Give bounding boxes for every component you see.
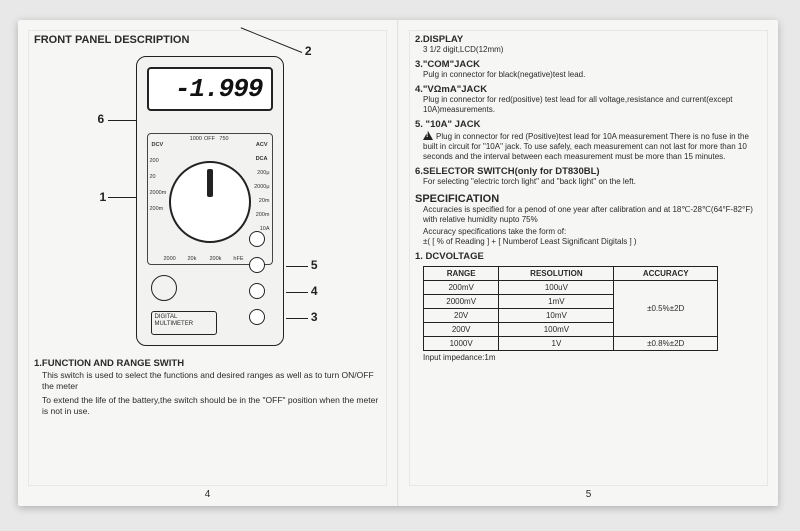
sec1-p2: To extend the life of the battery,the sw… (42, 395, 381, 416)
cell-accuracy-1: ±0.5%±2D (614, 281, 717, 337)
s5-b-text: Plug in connector for red (Positive)test… (423, 132, 749, 161)
range-r2: 2000μ (254, 184, 269, 190)
s4-h: 4."VΩmA"JACK (415, 84, 762, 95)
cell: 1000V (424, 337, 499, 351)
range-off: OFF (204, 136, 215, 142)
spec-p2: Accuracy specifications take the form of… (423, 227, 762, 237)
callout-3: 3 (311, 310, 318, 324)
cell: 100mV (499, 323, 614, 337)
s2-h: 2.DISPLAY (415, 34, 762, 45)
meter-diagram: 1 2 3 4 5 6 -1.999 OFF 1000 750 DCV ACV (108, 50, 308, 350)
range-acv: ACV (256, 142, 268, 148)
range-r3: 20m (259, 198, 270, 204)
device-label-1: DIGITAL (155, 314, 213, 321)
callout-1: 1 (100, 190, 107, 204)
table-row: 1000V 1V ±0.8%±2D (424, 337, 718, 351)
page-right: 2.DISPLAY 3 1/2 digit,LCD(12mm) 3."COM"J… (399, 20, 778, 506)
booklet: FRONT PANEL DESCRIPTION 1 2 3 4 5 6 -1.9… (18, 20, 778, 506)
jack-extra (249, 309, 265, 325)
th-range: RANGE (424, 267, 499, 281)
th-res: RESOLUTION (499, 267, 614, 281)
leader-5 (286, 266, 308, 267)
sect-4: 4."VΩmA"JACK Plug in connector for red(p… (415, 84, 762, 115)
th-acc: ACCURACY (614, 267, 717, 281)
callout-4: 4 (311, 284, 318, 298)
sect-2: 2.DISPLAY 3 1/2 digit,LCD(12mm) (415, 34, 762, 55)
cell: 100uV (499, 281, 614, 295)
warning-icon (423, 131, 433, 140)
cell: 200V (424, 323, 499, 337)
range-l2: 20 (150, 174, 156, 180)
device-label-2: MULTIMETER (155, 321, 213, 328)
cell: 200mV (424, 281, 499, 295)
spec-p1: Accuracies is specified for a penod of o… (423, 205, 762, 225)
leader-3 (286, 318, 308, 319)
page-num-left: 4 (205, 489, 211, 500)
device-label: DIGITAL MULTIMETER (151, 311, 217, 335)
jack-voma (249, 257, 265, 273)
front-panel-title: FRONT PANEL DESCRIPTION (34, 34, 381, 46)
s5-h: 5. "10A" JACK (415, 119, 762, 130)
range-hfe: hFE (233, 256, 243, 262)
cell: 20V (424, 309, 499, 323)
cell-accuracy-2: ±0.8%±2D (614, 337, 717, 351)
dcv-h: 1. DCVOLTAGE (415, 251, 762, 262)
sect-5: 5. "10A" JACK Plug in connector for red … (415, 119, 762, 162)
s6-h: 6.SELECTOR SWITCH(only for DT830BL) (415, 166, 762, 177)
sect-6: 6.SELECTOR SWITCH(only for DT830BL) For … (415, 166, 762, 187)
range-l1: 200 (150, 158, 159, 164)
s3-h: 3."COM"JACK (415, 59, 762, 70)
table-head-row: RANGE RESOLUTION ACCURACY (424, 267, 718, 281)
callout-5: 5 (311, 258, 318, 272)
range-r1: 200μ (257, 170, 269, 176)
spec-p3: ±( [ % of Reading ] + [ Numberof Least S… (423, 237, 762, 247)
leader-4 (286, 292, 308, 293)
meter-body: -1.999 OFF 1000 750 DCV ACV DCA 200 20 2… (136, 56, 284, 346)
s3-b: Pulg in connector for black(negative)tes… (423, 70, 762, 80)
callout-2: 2 (305, 44, 312, 58)
s6-b: For selecting "electric torch light" and… (423, 177, 762, 187)
jack-com (249, 283, 265, 299)
range-r4: 200m (256, 212, 270, 218)
range-1000: 1000 (190, 136, 202, 142)
cell: 1mV (499, 295, 614, 309)
s4-b: Plug in connector for red(positive) test… (423, 95, 762, 115)
sec1-heading: 1.FUNCTION AND RANGE SWITH (34, 358, 381, 369)
range-ohm2: 20k (188, 256, 197, 262)
input-impedance: Input impedance:1m (423, 353, 762, 362)
rotary-dial (169, 161, 251, 243)
range-dca: DCA (256, 156, 268, 162)
page-num-right: 5 (586, 489, 592, 500)
callout-6: 6 (98, 112, 105, 126)
range-l3: 2000m (150, 190, 167, 196)
range-dcv: DCV (152, 142, 164, 148)
range-ohm3: 200k (210, 256, 222, 262)
range-r5: 10A (260, 226, 270, 232)
sec1-p1: This switch is used to select the functi… (42, 370, 381, 391)
range-750: 750 (219, 136, 228, 142)
cell: 1V (499, 337, 614, 351)
leader-6 (108, 120, 136, 121)
cell: 2000mV (424, 295, 499, 309)
spec-title: SPECIFICATION (415, 193, 762, 205)
s2-b: 3 1/2 digit,LCD(12mm) (423, 45, 762, 55)
lcd-display: -1.999 (147, 67, 273, 111)
dcv-table: RANGE RESOLUTION ACCURACY 200mV 100uV ±0… (423, 266, 718, 351)
range-l4: 200m (150, 206, 164, 212)
table-row: 200mV 100uV ±0.5%±2D (424, 281, 718, 295)
cell: 10mV (499, 309, 614, 323)
page-left: FRONT PANEL DESCRIPTION 1 2 3 4 5 6 -1.9… (18, 20, 397, 506)
sect-3: 3."COM"JACK Pulg in connector for black(… (415, 59, 762, 80)
range-ohm1: 2000 (164, 256, 176, 262)
jack-10a (249, 231, 265, 247)
s5-b: Plug in connector for red (Positive)test… (423, 130, 762, 162)
transistor-socket (151, 275, 177, 301)
